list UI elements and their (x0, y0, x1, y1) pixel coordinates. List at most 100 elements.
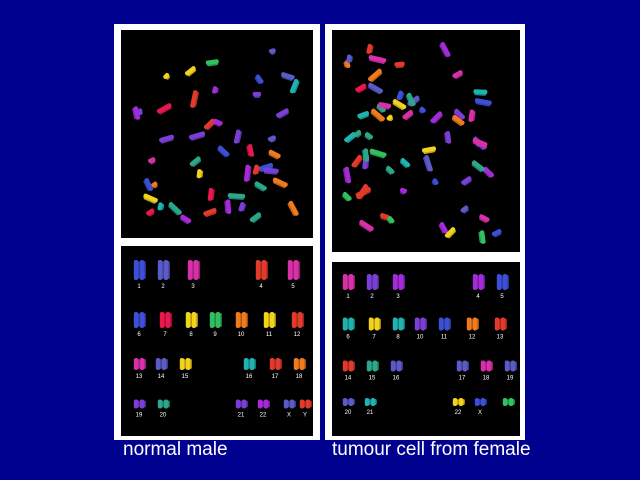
chromosome (405, 92, 416, 107)
chromosome (444, 227, 456, 239)
chromosome (368, 68, 383, 82)
chromosome-number-label: 20 (345, 410, 352, 416)
chromosome (297, 312, 304, 328)
chromosome-number-label: X (287, 413, 291, 419)
chromosome (420, 317, 427, 331)
chromosome (159, 312, 166, 328)
chromosome (268, 48, 276, 55)
chromosome (399, 187, 408, 195)
chromosome (254, 74, 264, 84)
chromosome (190, 90, 199, 108)
chromosome (184, 66, 196, 77)
chromosome (342, 317, 349, 331)
chromosome (163, 72, 170, 80)
chromosome (268, 149, 281, 160)
chromosome (368, 317, 375, 331)
chromosome (133, 312, 140, 328)
chromosome (193, 260, 200, 280)
chromosome (249, 212, 262, 223)
chromosome (348, 317, 355, 331)
chromosome (148, 157, 156, 165)
chromosome (453, 108, 466, 120)
chromosome (241, 399, 248, 409)
chromosome (342, 360, 349, 372)
chromosome (263, 167, 279, 175)
chromosome (368, 82, 383, 95)
chromosome-number-label: 2 (370, 294, 374, 300)
chromosome (374, 317, 381, 331)
chromosome (207, 187, 215, 201)
chromosome (133, 399, 140, 409)
chromosome (359, 219, 374, 232)
normal-male-metaphase-image (132, 48, 300, 225)
chromosome-number-label: 10 (417, 335, 424, 341)
chromosome (419, 106, 426, 114)
chromosome (224, 199, 232, 214)
chromosome-number-label: 5 (500, 294, 504, 300)
chromosome (386, 114, 394, 122)
chromosome (423, 154, 433, 172)
chromosome (163, 260, 170, 280)
chromosome (458, 398, 465, 406)
chromosome (366, 274, 373, 290)
chromosome (372, 274, 379, 290)
chromosome (205, 59, 219, 67)
chromosome (187, 260, 194, 280)
chromosome (473, 89, 488, 96)
chromosome (368, 55, 387, 64)
chromosome (400, 158, 411, 168)
chromosome-number-label: 18 (296, 374, 303, 380)
chromosome (396, 360, 403, 372)
chromosome (185, 358, 192, 370)
normal-male-figure-frame: 1 2 3 4 5 6 7 8 9 10 11 12 13 14 15 16 17 18 19 20 21 22 X Y (114, 24, 320, 440)
chromosome (163, 399, 170, 409)
chromosome-number-label: 20 (160, 413, 167, 419)
chromosome-number-label: 4 (259, 284, 263, 290)
tumour-female-caption: tumour cell from female (332, 439, 531, 460)
chromosome-number-label: 19 (136, 413, 143, 419)
chromosome (203, 208, 217, 217)
chromosome-number-label: 21 (367, 410, 374, 416)
chromosome (213, 118, 223, 127)
chromosome (185, 312, 192, 328)
chromosome (394, 61, 405, 69)
chromosome (293, 260, 300, 280)
chromosome (468, 109, 476, 122)
chromosome (480, 360, 487, 372)
chromosome (366, 43, 374, 54)
chromosome (479, 214, 490, 223)
chromosome (263, 399, 270, 409)
chromosome (456, 360, 463, 372)
chromosome (257, 399, 264, 409)
chromosome-number-label: 12 (469, 335, 476, 341)
chromosome-number-label: 7 (372, 335, 376, 341)
chromosome (356, 184, 369, 200)
chromosome-number-label: 10 (238, 332, 245, 338)
chromosome (293, 358, 300, 370)
chromosome (343, 166, 352, 184)
chromosome (462, 360, 469, 372)
chromosome (342, 398, 349, 406)
chromosome (348, 274, 355, 290)
chromosome (494, 317, 501, 331)
chromosome (235, 399, 242, 409)
chromosome (267, 135, 276, 143)
chromosome (364, 132, 373, 141)
chromosome (168, 202, 182, 216)
chromosome-number-label: 6 (346, 335, 350, 341)
chromosome (392, 99, 407, 111)
chromosome (482, 166, 495, 178)
chromosome-number-label: 22 (455, 410, 462, 416)
chromosome-number-label: 14 (345, 376, 352, 382)
chromosome (355, 83, 367, 93)
chromosome (392, 274, 399, 290)
chromosome (502, 274, 509, 290)
chromosome (346, 54, 353, 63)
chromosome (353, 130, 362, 138)
chromosome (431, 178, 439, 186)
chromosome (486, 360, 493, 372)
chromosome (364, 398, 371, 406)
chromosome (244, 164, 252, 182)
